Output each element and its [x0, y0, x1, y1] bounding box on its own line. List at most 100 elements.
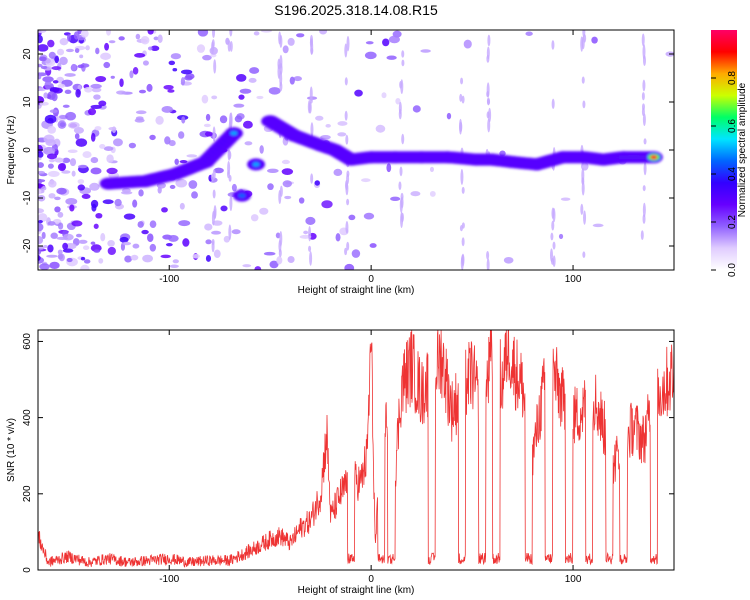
spectrogram-noise-blob: [121, 241, 132, 246]
spectrogram-noise-blob: [82, 245, 90, 251]
signal-core: [230, 131, 238, 136]
spectrogram-noise-blob: [43, 92, 49, 99]
spectrogram-noise-blob: [89, 182, 100, 191]
spectrogram-noise-blob: [77, 179, 85, 184]
spectrogram-noise-blob: [91, 203, 97, 212]
spectrogram-streak: [552, 241, 556, 250]
spectrogram-streak: [211, 41, 215, 54]
spectrogram-noise-blob: [223, 235, 231, 243]
spectrogram-streak: [229, 195, 233, 212]
spectrogram-streak: [486, 54, 490, 63]
spectrogram-noise-blob: [242, 120, 253, 129]
spectrogram-noise-blob: [38, 219, 43, 224]
spectrogram-noise-blob: [147, 30, 154, 35]
spectrogram-streak: [227, 40, 231, 52]
spectrogram-streak: [344, 43, 348, 58]
spectrogram-noise-blob: [58, 222, 64, 230]
spectrogram-noise-blob: [64, 89, 72, 95]
spectrogram-noise-blob: [170, 53, 182, 60]
spectrogram-noise-blob: [103, 61, 111, 69]
spectrogram-streak: [227, 160, 231, 175]
spectrogram-streak: [642, 185, 646, 192]
spectrogram-noise-blob: [39, 263, 50, 270]
spectrogram-streak: [642, 55, 646, 66]
spectrogram-noise-blob: [231, 229, 241, 235]
spectrogram-noise-blob: [38, 208, 45, 214]
spectrogram-noise-blob: [128, 142, 137, 149]
spectrogram-noise-blob: [132, 67, 139, 75]
spectrogram-noise-blob: [211, 95, 218, 100]
spectrogram-noise-blob: [80, 256, 86, 261]
spectrogram-streak: [310, 39, 314, 56]
spectrogram-noise-blob: [238, 94, 245, 100]
spectrogram-streak: [582, 100, 586, 109]
spectrogram-noise-blob: [161, 207, 168, 213]
spectrogram-noise-blob: [289, 76, 295, 85]
spectrogram-noise-blob: [64, 73, 76, 77]
snr-y-tick-label: 0: [22, 567, 33, 573]
spectrogram-noise-blob: [315, 115, 324, 121]
spectrogram-noise-blob: [113, 138, 123, 147]
spectrogram-noise-blob: [77, 184, 85, 191]
spectrogram-streak: [278, 239, 282, 253]
spectrogram-noise-blob: [38, 178, 42, 185]
spectrogram-noise-blob: [337, 121, 348, 126]
spectrogram-noise-blob: [412, 105, 421, 113]
spectrogram-noise-blob: [80, 30, 89, 38]
spectrogram-noise-blob: [203, 123, 211, 128]
spectrogram-y-label: Frequency (Hz): [6, 116, 17, 185]
spectrogram-noise-blob: [90, 132, 96, 142]
spectrogram-noise-blob: [42, 76, 54, 83]
spectrogram-streak: [582, 251, 586, 258]
spectrogram-noise-blob: [48, 158, 55, 163]
spectrogram-noise-blob: [65, 198, 78, 205]
spectrogram-noise-blob: [40, 65, 48, 70]
spectrogram-noise-blob: [115, 90, 127, 95]
spectrogram-x-tick-label: 100: [565, 274, 582, 285]
spectrogram-streak: [461, 186, 465, 194]
spectrogram-noise-blob: [90, 104, 103, 109]
spectrogram-noise-blob: [196, 44, 206, 53]
spectrogram-noise-blob: [119, 78, 124, 88]
spectrogram-streak: [550, 232, 554, 241]
snr-x-tick-label: 100: [565, 574, 582, 585]
spectrogram-noise-blob: [314, 180, 320, 186]
spectrogram-noise-blob: [114, 198, 122, 207]
spectrogram-noise-blob: [90, 157, 99, 164]
spectrogram-noise-blob: [41, 231, 46, 240]
spectrogram-noise-blob: [153, 36, 159, 41]
spectrogram-noise-blob: [165, 242, 173, 247]
spectrogram-noise-blob: [284, 195, 292, 200]
spectrogram-streak: [399, 166, 403, 177]
spectrogram-noise-blob: [62, 104, 70, 108]
spectrogram-streak: [460, 77, 464, 85]
spectrogram-noise-blob: [167, 234, 179, 242]
spectrogram-noise-blob: [46, 254, 58, 258]
spectrogram-noise-blob: [388, 35, 400, 44]
spectrogram-noise-blob: [219, 115, 228, 124]
snr-y-tick-label: 600: [22, 333, 33, 350]
spectrogram-streak: [581, 76, 585, 84]
colorbar: 0.0 0.2 0.4 0.6 0.8 Normalized spectral ampl…: [711, 30, 748, 277]
spectrogram-noise-blob: [69, 204, 75, 212]
spectrogram-streak: [344, 110, 348, 121]
spectrogram-noise-blob: [364, 51, 377, 60]
spectrogram-noise-blob: [354, 89, 363, 97]
spectrogram-noise-blob: [142, 254, 154, 263]
spectrogram-noise-blob: [135, 110, 147, 115]
spectrogram-streak: [460, 169, 464, 185]
snr-y-label: SNR (10 * v/v): [6, 418, 17, 482]
spectrogram-noise-blob: [52, 80, 59, 84]
spectrogram-noise-blob: [365, 41, 374, 45]
spectrogram-noise-blob: [202, 54, 212, 61]
spectrogram-noise-blob: [188, 180, 198, 189]
spectrogram-noise-blob: [77, 164, 88, 169]
spectrogram-noise-blob: [90, 167, 102, 175]
spectrogram-streak: [399, 80, 403, 89]
spectrogram-streak: [551, 98, 555, 109]
spectrogram-streak: [213, 59, 217, 74]
spectrogram-y-tick-label: -10: [22, 190, 33, 205]
spectrogram-noise-blob: [320, 135, 331, 140]
spectrogram-streak: [211, 238, 215, 246]
spectrogram-noise-blob: [49, 261, 60, 270]
